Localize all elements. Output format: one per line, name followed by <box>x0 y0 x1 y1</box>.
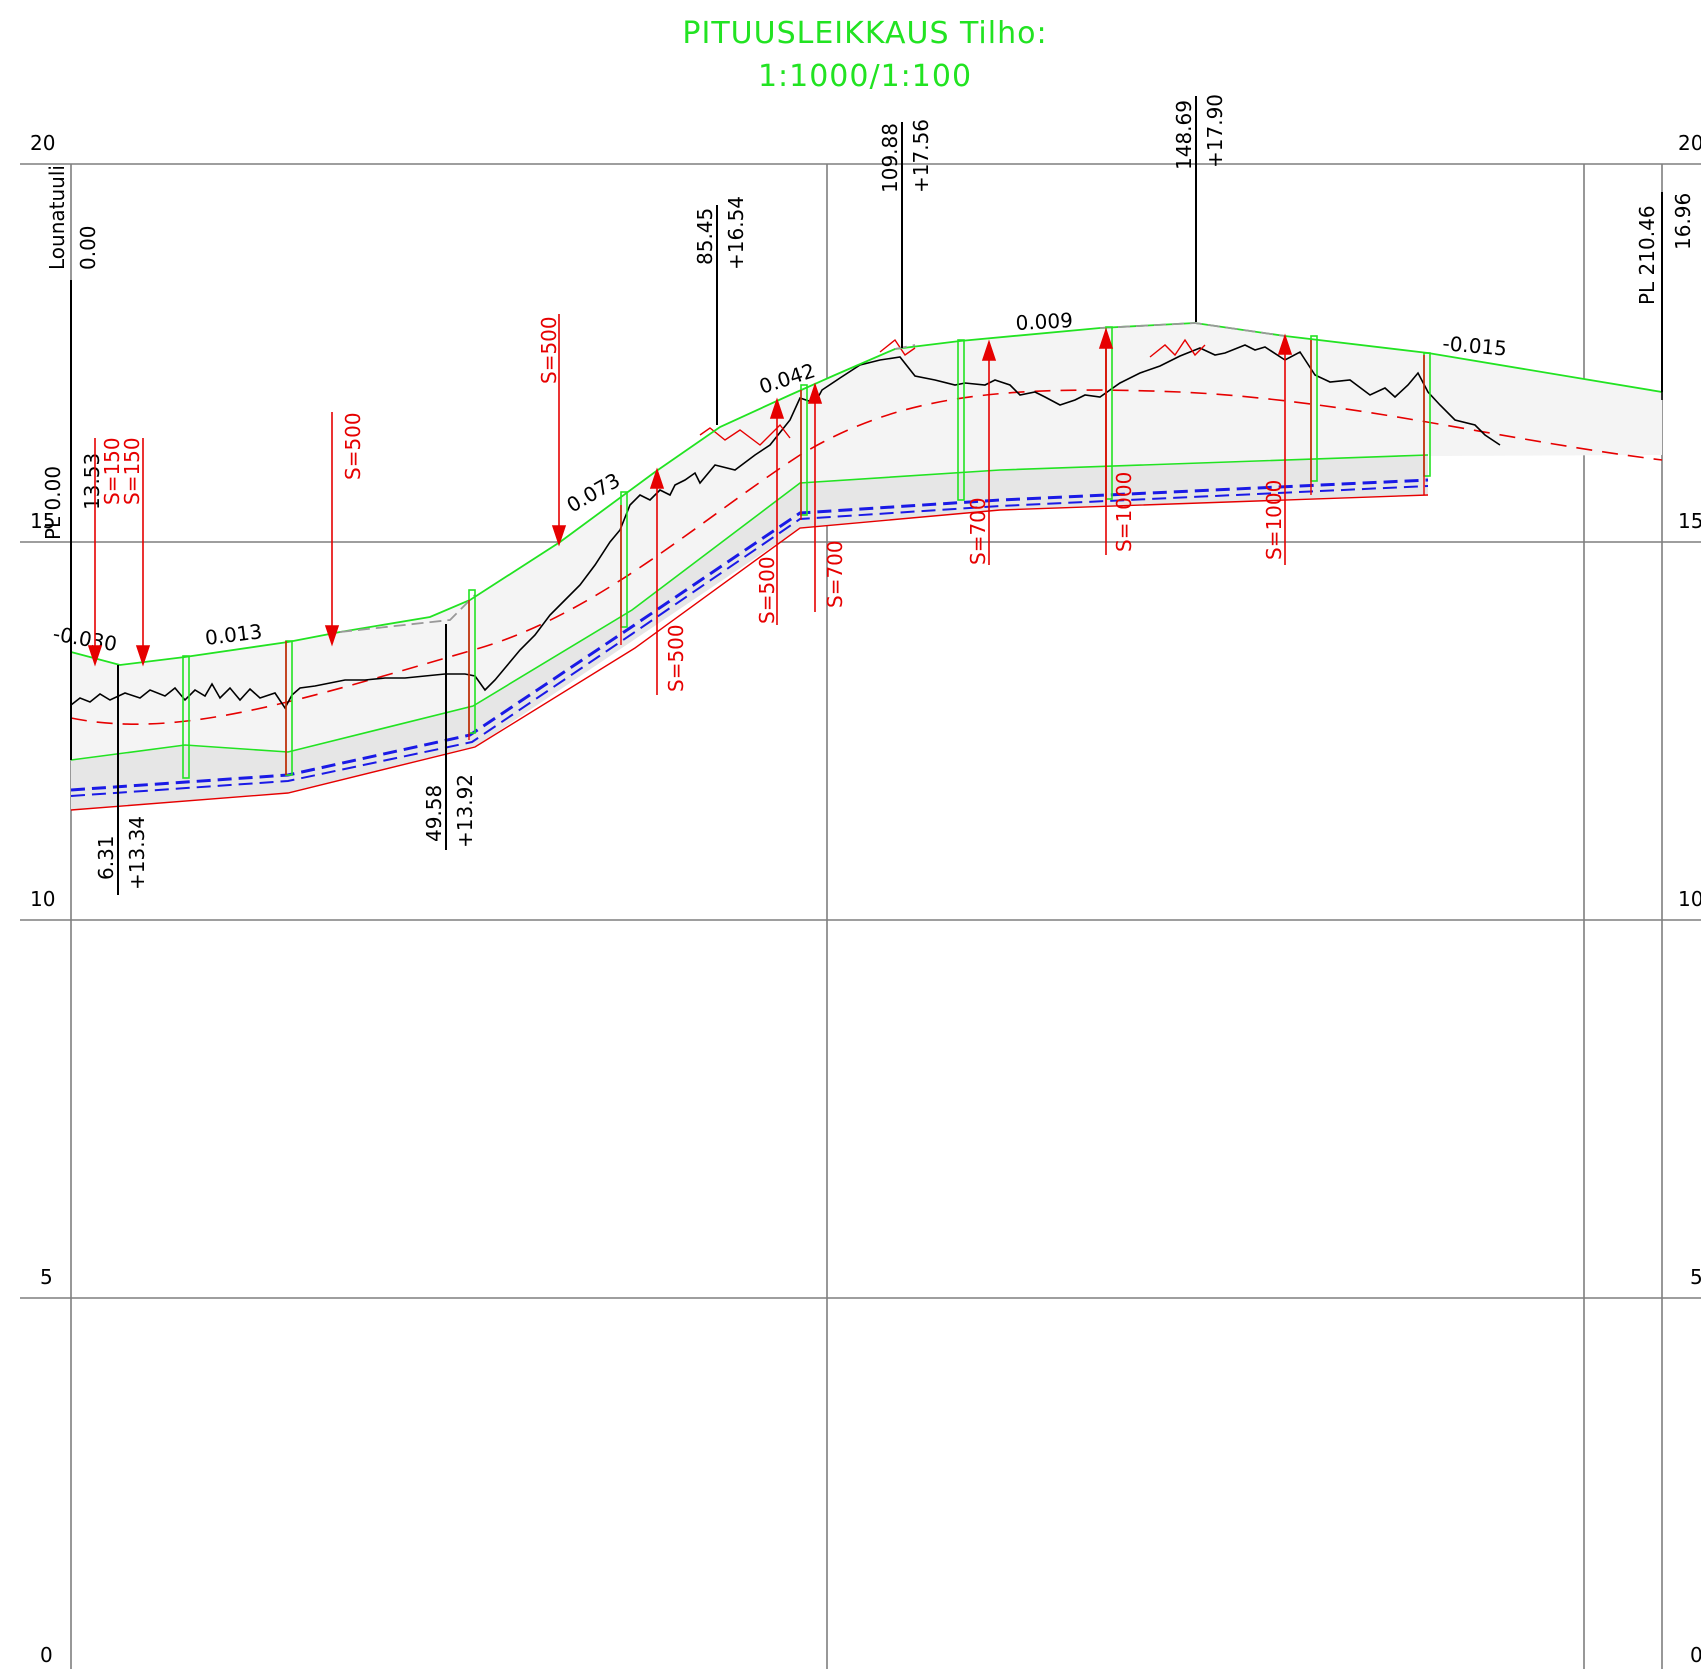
grade-label: 0.009 <box>1015 308 1073 335</box>
vertical-point-label: 49.58 +13.92 <box>422 624 477 850</box>
tangent-line <box>894 344 916 350</box>
curve-markers <box>87 314 1293 695</box>
curve-label: S=700 <box>823 540 847 608</box>
vpi-elevation: +13.92 <box>453 774 477 848</box>
grade-label: 0.013 <box>204 619 264 650</box>
curve-label: S=150 <box>100 437 124 505</box>
drawing-title: PITUUSLEIKKAUS Tilho: <box>682 16 1047 51</box>
vpi-elevation: +17.56 <box>909 119 933 193</box>
vertical-point-label: 109.88 +17.56 <box>878 119 933 348</box>
curve-label: S=500 <box>341 412 365 480</box>
curve-label: S=500 <box>755 556 779 624</box>
start-station-label: Lounatuuli 0.00 PL 0.00 13.53 <box>41 165 104 760</box>
vpi-elevation: +17.90 <box>1203 94 1227 168</box>
scale-left-label: 15 <box>30 509 55 533</box>
cut-marker-line <box>1149 338 1206 358</box>
scale-left-label: 5 <box>40 1265 53 1289</box>
start-elevation: 13.53 <box>80 453 104 510</box>
elevation-scale-left: 20 15 10 5 0 <box>30 131 55 1667</box>
start-station-name: Lounatuuli <box>45 165 69 270</box>
structure-layer-band <box>71 455 1428 810</box>
subgrade-top-line <box>70 454 1429 761</box>
end-station-label: PL 210.46 16.96 <box>1635 192 1695 392</box>
grade-label: -0.030 <box>51 621 119 656</box>
start-station-value: 0.00 <box>76 225 100 270</box>
vpi-station: 6.31 <box>94 835 118 880</box>
vpi-elevation: +13.34 <box>125 816 149 890</box>
vpi-station: 148.69 <box>1172 100 1196 170</box>
scale-left-label: 20 <box>30 131 55 155</box>
curve-label: S=700 <box>966 497 990 565</box>
existing-ground-line <box>70 344 1501 710</box>
curve-label: S=500 <box>664 624 688 692</box>
grade-label: -0.015 <box>1442 331 1508 361</box>
drawing-scale: 1:1000/1:100 <box>758 59 972 94</box>
end-elevation: 16.96 <box>1671 193 1695 250</box>
scale-left-label: 0 <box>40 1643 53 1667</box>
scale-left-label: 10 <box>30 887 55 911</box>
vpi-elevation: +16.54 <box>724 196 748 270</box>
start-pl-label: PL 0.00 <box>41 466 65 540</box>
vpi-station: 109.88 <box>878 123 902 193</box>
vpi-station: 85.45 <box>693 208 717 265</box>
drain-line-2 <box>70 485 1429 797</box>
vertical-point-label: 148.69 +17.90 <box>1172 94 1227 322</box>
elevation-scale-right: 20 15 10 5 0 <box>1678 131 1701 1667</box>
scale-right-label: 0 <box>1690 1643 1701 1667</box>
vpi-station: 49.58 <box>422 785 446 842</box>
subgrade-bottom-line <box>70 494 1429 811</box>
end-pl-label: PL 210.46 <box>1635 205 1659 305</box>
vertical-point-label: 6.31 +13.34 <box>94 665 149 895</box>
curve-label: S=500 <box>537 316 561 384</box>
curve-label: S=150 <box>120 437 144 505</box>
scale-right-label: 10 <box>1678 887 1701 911</box>
tangent-line <box>339 594 476 633</box>
vertical-point-label: 85.45 +16.54 <box>693 196 748 425</box>
curve-label: S=1000 <box>1262 480 1286 560</box>
scale-right-label: 15 <box>1678 509 1701 533</box>
scale-right-label: 20 <box>1678 131 1701 155</box>
tangent-line <box>1099 322 1286 337</box>
curve-label: S=1000 <box>1112 472 1136 552</box>
scale-right-label: 5 <box>1690 1265 1701 1289</box>
cut-marker-line <box>699 423 791 446</box>
